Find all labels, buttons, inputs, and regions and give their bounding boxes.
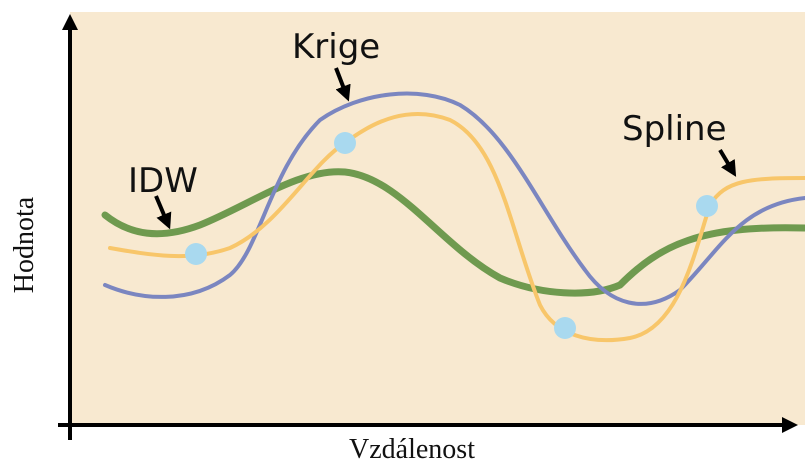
sample-point	[185, 243, 207, 265]
x-label-background	[322, 427, 508, 465]
spline-curve	[108, 111, 805, 343]
idw-arrow	[154, 195, 172, 230]
idw-curve	[101, 168, 805, 297]
sample-point	[554, 317, 576, 339]
plot-background	[70, 12, 805, 425]
sample-point	[696, 195, 718, 217]
krige-label: Krige	[292, 27, 380, 67]
x-axis-label: Vzdálenost	[349, 434, 475, 465]
y-axis-label: Hodnota	[9, 196, 40, 293]
spline-arrow	[718, 148, 737, 177]
sample-point	[334, 132, 356, 154]
krige-arrow	[334, 67, 351, 102]
spline-label: Spline	[622, 109, 727, 149]
idw-label: IDW	[128, 161, 198, 201]
